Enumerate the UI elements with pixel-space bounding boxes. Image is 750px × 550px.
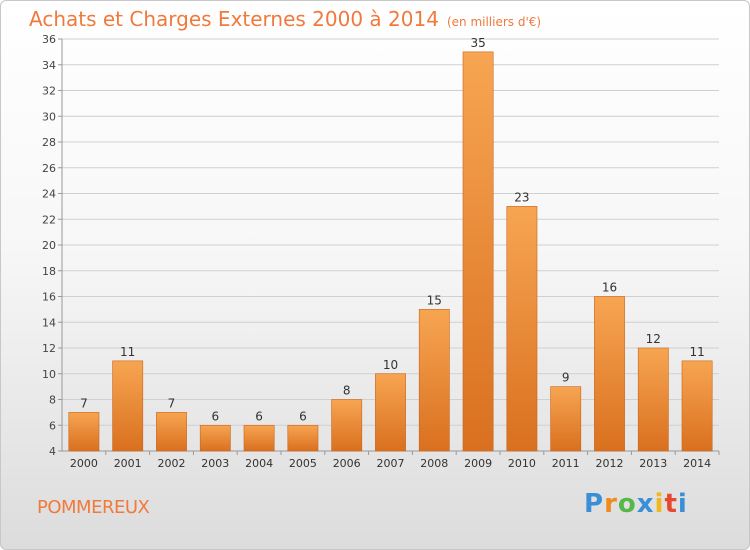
- y-tick-label: 12: [42, 342, 56, 355]
- data-label: 11: [689, 345, 704, 359]
- y-tick-label: 32: [42, 85, 56, 98]
- data-label: 7: [168, 396, 176, 410]
- logo-letter: o: [617, 489, 637, 519]
- y-tick-label: 18: [42, 265, 56, 278]
- data-label: 11: [120, 345, 135, 359]
- y-tick-label: 22: [42, 213, 56, 226]
- bar-2006: [331, 399, 363, 452]
- x-tick-label: 2010: [508, 457, 536, 470]
- data-label: 7: [80, 396, 88, 410]
- y-tick-label: 10: [42, 368, 56, 381]
- logo-letter: r: [604, 489, 618, 519]
- bar-2009: [462, 51, 494, 452]
- bar-2011: [550, 386, 582, 452]
- y-tick-label: 26: [42, 162, 56, 175]
- bar-2002: [156, 412, 187, 452]
- bar-2001: [112, 360, 144, 452]
- x-tick-label: 2013: [639, 457, 667, 470]
- x-tick-label: 2011: [552, 457, 580, 470]
- y-tick-label: 16: [42, 291, 56, 304]
- data-label: 8: [343, 384, 351, 398]
- data-label: 10: [383, 358, 398, 372]
- data-label: 16: [602, 281, 617, 295]
- data-labels: 7 11 7 6 6 6 8 10 15 35 23 9 16 12 11: [80, 36, 705, 423]
- y-tick-label: 36: [42, 33, 56, 46]
- logo-letter: i: [654, 489, 665, 519]
- bar-2010: [506, 206, 538, 452]
- logo-letter: i: [677, 489, 688, 519]
- logo-letter: t: [664, 489, 678, 519]
- y-tick-label: 14: [42, 316, 56, 329]
- y-tick-label: 24: [42, 188, 56, 201]
- bar-2014: [681, 360, 713, 452]
- chart-title: Achats et Charges Externes 2000 à 2014 (e…: [29, 7, 541, 31]
- x-tick-label: 2009: [464, 457, 492, 470]
- x-tick-label: 2005: [289, 457, 317, 470]
- data-label: 6: [211, 409, 219, 423]
- y-tick-label: 4: [49, 445, 56, 458]
- x-tick-label: 2002: [158, 457, 186, 470]
- y-tick-label: 6: [49, 419, 56, 432]
- commune-name: POMMEREUX: [37, 497, 150, 518]
- data-label: 9: [562, 371, 570, 385]
- y-tick-label: 34: [42, 59, 56, 72]
- bar-2012: [594, 296, 625, 452]
- x-tick-label: 2014: [683, 457, 711, 470]
- y-tick-label: 20: [42, 239, 56, 252]
- x-tick-label: 2008: [420, 457, 448, 470]
- x-tick-labels: 2000 2001 2002 2003 2004 2005 2006 2007 2008 2009…: [70, 451, 720, 470]
- chart-subtitle: (en milliers d'€): [446, 15, 542, 29]
- proxiti-logo[interactable]: Proxiti: [584, 489, 688, 519]
- y-tick-label: 30: [42, 110, 56, 123]
- bar-2013: [637, 347, 669, 452]
- x-tick-label: 2003: [201, 457, 229, 470]
- data-label: 23: [514, 190, 529, 204]
- chart-title-text: Achats et Charges Externes 2000 à 2014: [29, 7, 439, 31]
- bar-2005: [287, 424, 319, 452]
- x-tick-label: 2006: [333, 457, 361, 470]
- y-tick-label: 8: [49, 394, 56, 407]
- x-tick-label: 2000: [70, 457, 98, 470]
- data-label: 12: [646, 332, 661, 346]
- bar-2000: [68, 412, 100, 452]
- data-label: 6: [299, 409, 307, 423]
- bar-2004: [243, 424, 275, 452]
- x-tick-label: 2007: [377, 457, 405, 470]
- x-tick-label: 2004: [245, 457, 273, 470]
- data-label: 15: [427, 293, 442, 307]
- y-tick-label: 28: [42, 136, 56, 149]
- y-tick-labels: 4 6 8 10 12 14 16 18 20 22 24 26 28 30 32 34 36: [42, 33, 62, 458]
- bar-2008: [418, 309, 450, 452]
- data-label: 35: [470, 36, 485, 50]
- x-tick-label: 2012: [596, 457, 624, 470]
- bar-2003: [199, 424, 231, 452]
- data-label: 6: [255, 409, 263, 423]
- logo-letter: x: [636, 489, 655, 519]
- x-tick-label: 2001: [114, 457, 142, 470]
- bars: [68, 51, 713, 452]
- logo-letter: P: [584, 489, 605, 519]
- bar-2007: [375, 373, 406, 452]
